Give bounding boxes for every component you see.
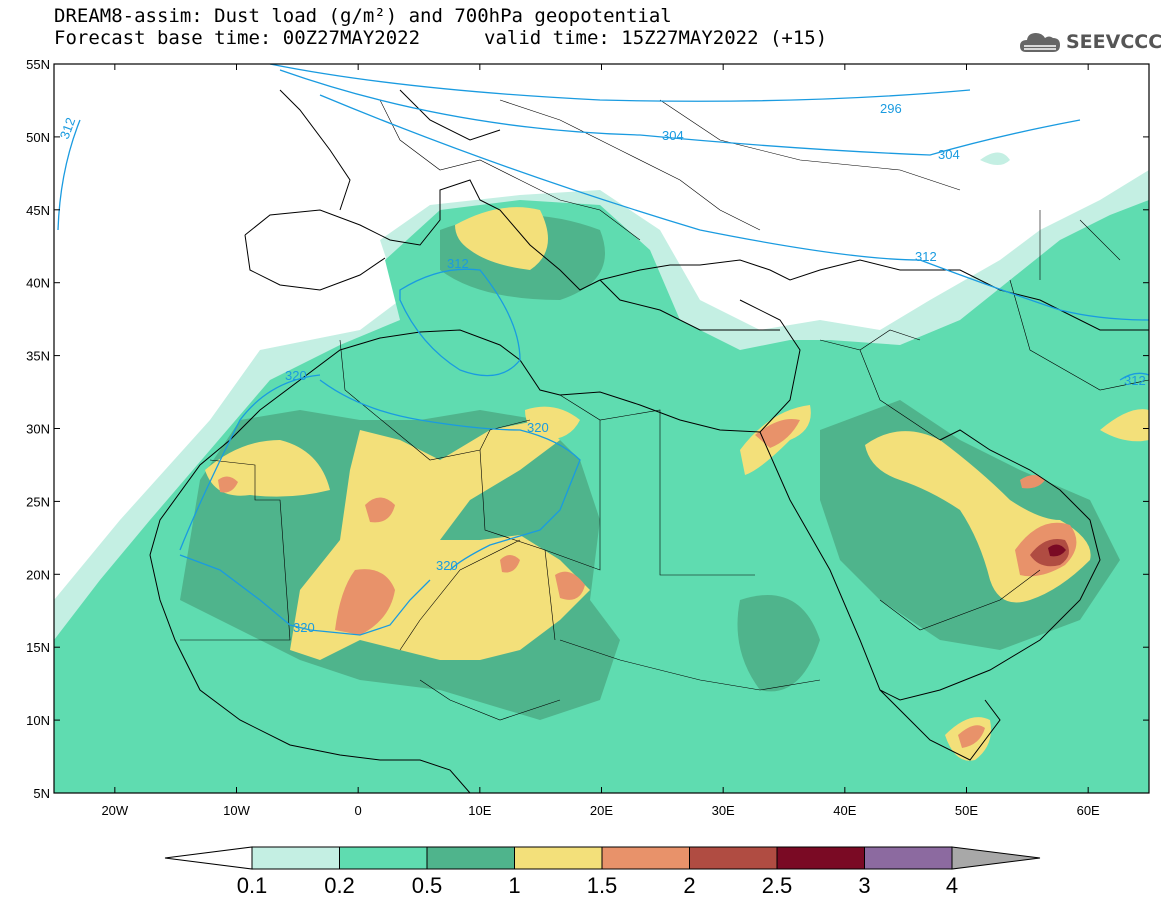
contour-label: 312 bbox=[447, 256, 469, 271]
colorbar-swatch bbox=[776, 846, 865, 870]
lat-label: 40N bbox=[26, 276, 50, 291]
dust-level-0.1-north bbox=[980, 152, 1010, 165]
lon-label: 20E bbox=[590, 803, 613, 818]
lat-label: 25N bbox=[26, 494, 50, 509]
colorbar-swatch bbox=[251, 846, 340, 870]
lat-label: 50N bbox=[26, 130, 50, 145]
country-borders bbox=[180, 99, 1149, 721]
dust-level-1.5-somalia bbox=[958, 725, 985, 748]
lat-label: 20N bbox=[26, 567, 50, 582]
colorbar-under-arrow bbox=[164, 846, 253, 870]
dust-level-1.5-morocco bbox=[218, 476, 238, 493]
lon-label: 40E bbox=[833, 803, 856, 818]
colorbar-swatch bbox=[426, 846, 515, 870]
dust-level-1-libya bbox=[525, 406, 580, 440]
dust-level-1.5-sinai bbox=[755, 419, 800, 448]
colorbar-swatch bbox=[514, 846, 603, 870]
colorbar: 0.1 0.2 0.5 1 1.5 2 2.5 3 4 bbox=[164, 846, 1041, 898]
contour-label: 304 bbox=[662, 128, 684, 143]
valid-time: valid time: 15Z27MAY2022 (+15) bbox=[484, 27, 828, 49]
contour-label: 320 bbox=[436, 558, 458, 573]
longitude-axis: 20W 10W 0 10E 20E 30E 40E 50E 60E bbox=[101, 64, 1100, 818]
logo-text: SEEVCCC bbox=[1066, 31, 1163, 53]
colorbar-swatch bbox=[864, 846, 953, 870]
seevccc-logo: SEEVCCC bbox=[1018, 28, 1162, 56]
dust-level-3-oman bbox=[1048, 544, 1066, 557]
dust-level-0.5-south bbox=[737, 595, 820, 692]
dust-level-1.5-chad bbox=[555, 571, 585, 600]
latitude-axis: 55N 50N 45N 40N 35N 30N 25N 20N 15N 10N 5N bbox=[26, 57, 1149, 801]
colorbar-label: 0.2 bbox=[324, 873, 355, 898]
lon-label: 10E bbox=[468, 803, 491, 818]
colorbar-swatch bbox=[601, 846, 690, 870]
colorbar-label: 0.5 bbox=[412, 873, 443, 898]
dust-level-1.5-algeria bbox=[365, 497, 395, 523]
colorbar-label: 4 bbox=[946, 873, 958, 898]
lon-label: 60E bbox=[1077, 803, 1100, 818]
contour-label: 320 bbox=[293, 620, 315, 635]
colorbar-label: 3 bbox=[858, 873, 870, 898]
geopotential-contours bbox=[57, 64, 1149, 636]
contour-label: 320 bbox=[285, 368, 307, 383]
contour-label: 312 bbox=[57, 116, 79, 142]
contour-labels: 296 304 304 312 312 312 312 320 320 320 … bbox=[57, 101, 1146, 635]
contour-label: 304 bbox=[938, 147, 960, 162]
dust-level-1.5-uae bbox=[1020, 475, 1045, 489]
lat-label: 5N bbox=[33, 786, 50, 801]
contour-label: 312 bbox=[1124, 373, 1146, 388]
lon-label: 10W bbox=[223, 803, 250, 818]
dust-level-1-iran bbox=[1100, 409, 1149, 442]
contour-label: 320 bbox=[527, 420, 549, 435]
dust-level-1.5-niger bbox=[500, 555, 520, 573]
colorbar-label: 2.5 bbox=[762, 873, 793, 898]
colorbar-swatch bbox=[689, 846, 778, 870]
cloud-logo-icon bbox=[1020, 33, 1060, 52]
lon-label: 50E bbox=[955, 803, 978, 818]
dust-level-1-italy bbox=[455, 207, 548, 270]
lat-label: 35N bbox=[26, 349, 50, 364]
lon-label: 0 bbox=[355, 803, 362, 818]
colorbar-label: 1.5 bbox=[587, 873, 618, 898]
colorbar-over-arrow bbox=[951, 846, 1041, 870]
lat-label: 15N bbox=[26, 640, 50, 655]
lon-label: 30E bbox=[712, 803, 735, 818]
colorbar-swatch bbox=[339, 846, 428, 870]
lat-label: 10N bbox=[26, 713, 50, 728]
contour-label: 296 bbox=[880, 101, 902, 116]
colorbar-label: 1 bbox=[508, 873, 520, 898]
lat-label: 30N bbox=[26, 422, 50, 437]
colorbar-label: 2 bbox=[683, 873, 695, 898]
contour-label: 312 bbox=[915, 249, 937, 264]
lat-label: 55N bbox=[26, 57, 50, 72]
dust-shading bbox=[54, 152, 1149, 793]
lon-label: 20W bbox=[101, 803, 128, 818]
forecast-base-time: Forecast base time: 00Z27MAY2022 bbox=[54, 27, 421, 49]
dust-level-1.5-mali bbox=[335, 569, 395, 635]
lat-label: 45N bbox=[26, 203, 50, 218]
colorbar-label: 0.1 bbox=[237, 873, 268, 898]
map-title: DREAM8-assim: Dust load (g/m²) and 700hP… bbox=[54, 5, 672, 27]
